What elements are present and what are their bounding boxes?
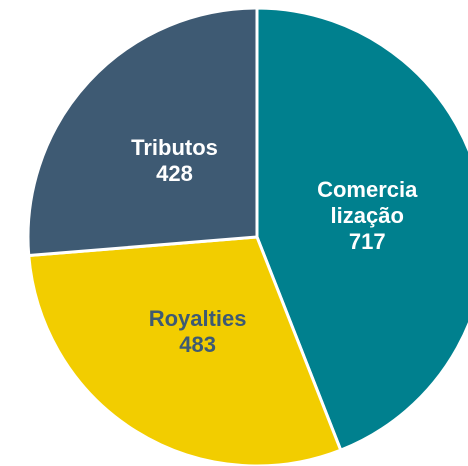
value-label: 717 [348,229,386,255]
label-box: Royalties 483 [128,287,268,377]
label-box: Comercia lização 717 [297,171,437,261]
category-label: Comercia lização [317,177,418,229]
value-label: 428 [156,160,193,186]
category-label: Tributos [131,134,218,160]
label-box: Tributos 428 [105,116,245,206]
value-label: 483 [179,332,216,358]
pie-slice [26,6,259,258]
pie-slice [27,235,343,466]
category-label: Royalties [148,306,247,332]
pie-slice [255,6,468,452]
